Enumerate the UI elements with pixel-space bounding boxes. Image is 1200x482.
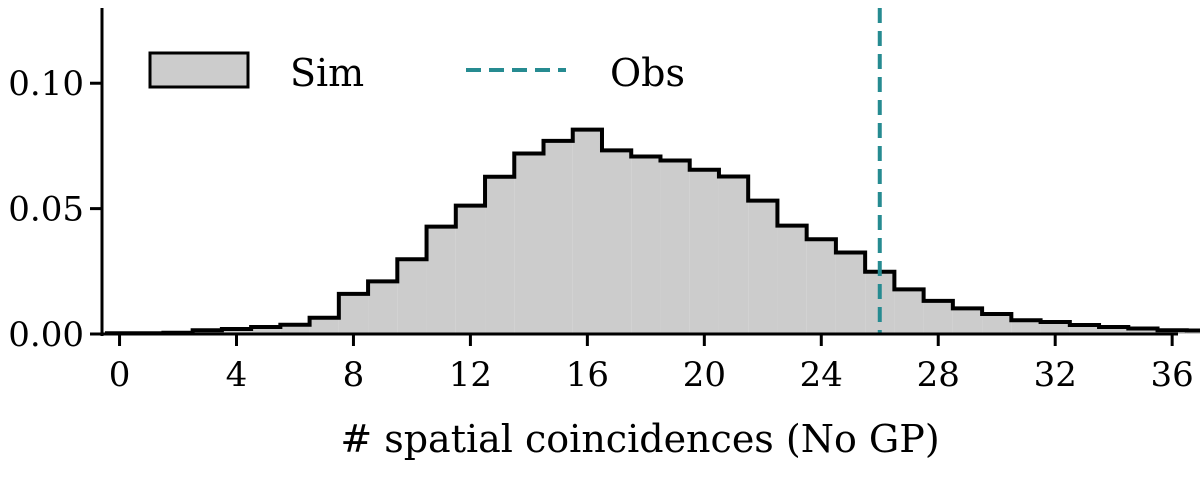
x-tick-label: 36 xyxy=(1151,355,1194,395)
x-tick-label: 16 xyxy=(566,355,609,395)
histogram-bar xyxy=(982,313,1012,334)
histogram-bar xyxy=(455,205,486,334)
histogram-bar xyxy=(952,308,983,334)
x-tick-label: 8 xyxy=(343,355,365,395)
histogram-bar xyxy=(660,160,690,334)
histogram-bar xyxy=(514,153,544,334)
histogram-bar xyxy=(748,200,778,334)
histogram-bar xyxy=(865,271,895,334)
histogram-bar xyxy=(718,176,749,334)
histogram-bar xyxy=(280,324,310,334)
legend-sim-label: Sim xyxy=(290,51,364,95)
x-tick-label: 12 xyxy=(449,355,492,395)
x-tick-label: 28 xyxy=(917,355,960,395)
histogram-bar xyxy=(835,252,866,334)
histogram-bar xyxy=(1099,326,1129,334)
x-axis-title: # spatial coincidences (No GP) xyxy=(340,417,939,461)
histogram-bar xyxy=(572,129,602,334)
axes: 0 4 8 12 16 20 24 28 32 36 0.00 0.05 0.10 xyxy=(8,8,1194,395)
legend: Sim Obs xyxy=(148,51,685,95)
histogram-bar xyxy=(1011,320,1041,334)
x-tick-label: 24 xyxy=(800,355,843,395)
histogram-bar xyxy=(1040,321,1070,334)
histogram-bar xyxy=(251,326,281,334)
legend-obs-label: Obs xyxy=(610,51,685,95)
legend-sim-swatch xyxy=(148,51,250,89)
histogram-outline xyxy=(104,127,1200,336)
histogram-bar xyxy=(309,317,339,334)
histogram-bar xyxy=(485,176,515,334)
y-tick-label: 0.10 xyxy=(8,64,84,104)
histogram-bar xyxy=(543,140,573,334)
histogram-bar xyxy=(368,281,398,334)
x-tick-label: 32 xyxy=(1034,355,1077,395)
x-tick-label: 0 xyxy=(109,355,131,395)
histogram-bar xyxy=(221,328,252,334)
histogram-bar xyxy=(631,156,661,334)
histogram-bar xyxy=(923,300,953,334)
histogram-bar xyxy=(806,239,836,334)
x-tick-label: 4 xyxy=(226,355,248,395)
plot-area xyxy=(104,8,1200,336)
histogram-bar xyxy=(777,225,807,334)
histogram-bar xyxy=(601,150,632,334)
histogram-bar xyxy=(426,226,456,334)
histogram-bar xyxy=(1128,328,1158,334)
histogram-bar xyxy=(689,169,719,334)
histogram-bar xyxy=(338,293,369,334)
histogram-bar xyxy=(1069,324,1100,334)
histogram-bar xyxy=(397,259,427,334)
y-tick-label: 0.00 xyxy=(8,315,84,355)
y-tick-label: 0.05 xyxy=(8,190,84,230)
histogram-bar xyxy=(894,289,924,334)
x-tick-label: 20 xyxy=(683,355,726,395)
